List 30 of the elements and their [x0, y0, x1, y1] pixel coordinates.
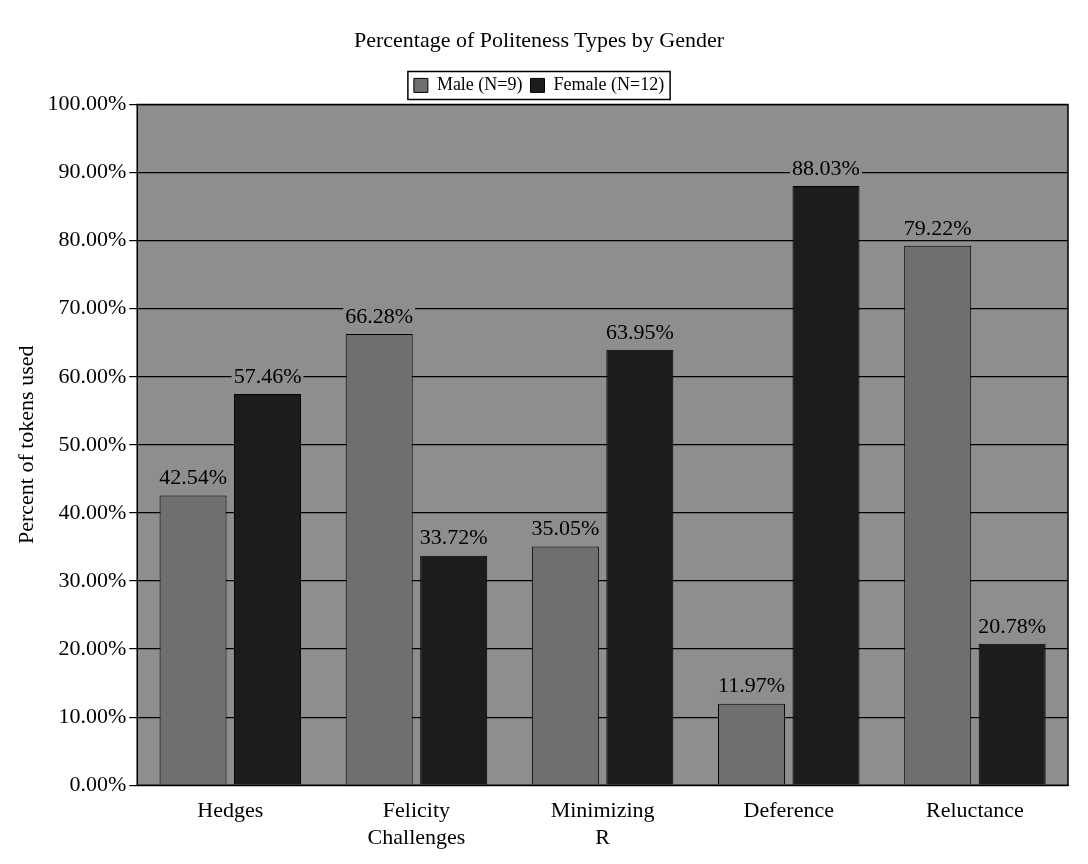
y-tick-label: 70.00%: [58, 294, 127, 320]
data-label: 42.54%: [159, 464, 227, 490]
x-tick-label: Minimizing R: [550, 797, 655, 849]
y-tick-label: 80.00%: [58, 226, 127, 252]
data-label: 33.72%: [419, 524, 488, 550]
y-tick-label: 20.00%: [58, 634, 127, 660]
legend-label: Female (N=12): [553, 74, 665, 96]
y-axis-title: Percent of tokens used: [12, 345, 38, 545]
y-tick-label: 30.00%: [58, 566, 127, 592]
chart-title: Percentage of Politeness Types by Gender: [353, 26, 725, 52]
data-label: 79.22%: [903, 214, 972, 240]
y-tick-label: 100.00%: [47, 90, 127, 116]
data-label: 57.46%: [233, 362, 302, 388]
x-tick-label: Hedges: [197, 797, 264, 823]
legend-label: Male (N=9): [436, 74, 523, 96]
y-tick-label: 50.00%: [58, 430, 127, 456]
x-tick-label: Felicity Challenges: [367, 797, 466, 849]
y-tick-label: 60.00%: [58, 362, 127, 388]
y-tick-label: 40.00%: [58, 498, 127, 524]
x-tick-label: Reluctance: [926, 797, 1024, 823]
data-label: 35.05%: [531, 515, 600, 541]
data-label: 63.95%: [605, 318, 674, 344]
data-label: 20.78%: [978, 612, 1047, 638]
y-tick-label: 0.00%: [69, 770, 127, 796]
data-label: 66.28%: [345, 302, 414, 328]
y-tick-label: 10.00%: [58, 702, 127, 728]
data-label: 11.97%: [718, 672, 786, 698]
x-tick-label: Deference: [743, 797, 834, 823]
data-label: 88.03%: [792, 154, 860, 180]
y-tick-label: 90.00%: [58, 158, 127, 184]
